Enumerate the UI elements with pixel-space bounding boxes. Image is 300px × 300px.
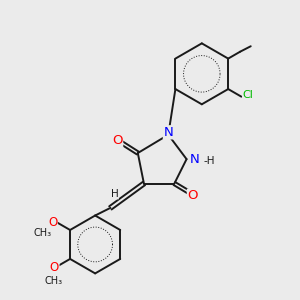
Text: O: O [188, 189, 198, 202]
Text: -H: -H [203, 156, 215, 166]
Text: O: O [112, 134, 123, 147]
Text: N: N [190, 153, 200, 166]
Text: Cl: Cl [243, 90, 254, 100]
Text: N: N [164, 126, 173, 139]
Text: O: O [50, 261, 59, 274]
Text: CH₃: CH₃ [45, 276, 63, 286]
Text: H: H [111, 189, 118, 199]
Text: O: O [48, 216, 57, 229]
Text: CH₃: CH₃ [34, 228, 52, 238]
